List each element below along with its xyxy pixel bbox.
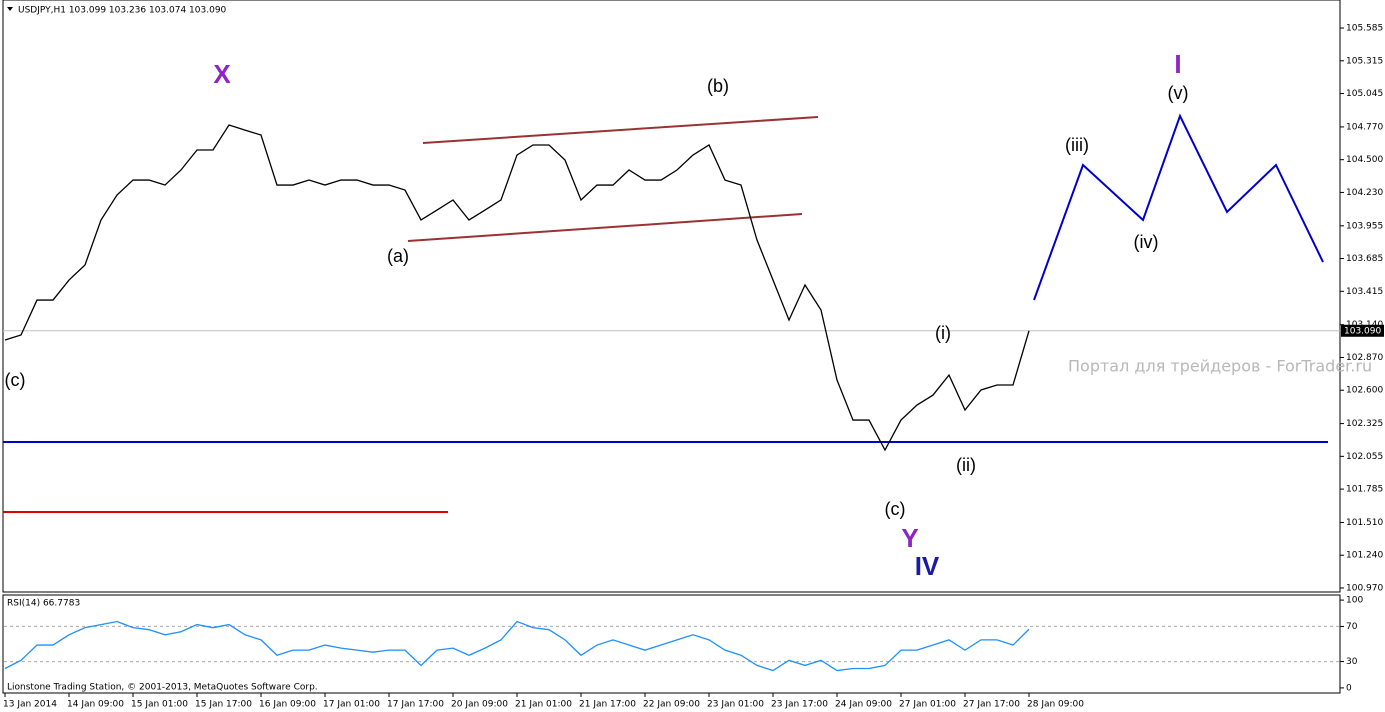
rsi-title: RSI(14) 66.7783 [7, 599, 80, 609]
current-price-label: 103.090 [1344, 326, 1381, 336]
x-tick-label: 23 Jan 17:00 [771, 700, 828, 710]
x-tick-label: 27 Jan 01:00 [899, 700, 956, 710]
wave-label: IV [915, 551, 940, 581]
wave-label: (i) [935, 323, 951, 343]
y-tick-label: 101.785 [1346, 485, 1383, 495]
wave-label: (iii) [1065, 135, 1089, 155]
y-tick-label: 102.055 [1346, 452, 1383, 462]
x-tick-label: 15 Jan 01:00 [131, 700, 188, 710]
y-tick-label: 102.870 [1346, 353, 1383, 363]
y-tick-label: 30 [1346, 657, 1358, 667]
channel-lower [407, 213, 803, 242]
rsi-panel [2, 594, 1341, 694]
price-panel [2, 0, 1341, 593]
y-tick-label: 103.955 [1346, 221, 1383, 231]
wave-label: (b) [707, 76, 729, 96]
y-tick-label: 70 [1346, 622, 1358, 632]
y-tick-label: 103.415 [1346, 287, 1383, 297]
chart-title: USDJPY,H1 103.099 103.236 103.074 103.09… [18, 6, 227, 16]
y-tick-label: 101.240 [1346, 551, 1383, 561]
wave-label: (c) [5, 370, 26, 390]
y-tick-label: 104.770 [1346, 122, 1383, 132]
y-tick-label: 103.685 [1346, 254, 1383, 264]
wave-label: (a) [387, 246, 409, 266]
x-tick-label: 27 Jan 17:00 [963, 700, 1020, 710]
price-line [4, 124, 1030, 452]
x-tick-label: 28 Jan 09:00 [1027, 700, 1084, 710]
footer: Lionstone Trading Station, © 2001-2013, … [7, 683, 318, 693]
y-tick-label: 102.325 [1346, 419, 1383, 429]
x-tick-label: 17 Jan 17:00 [387, 700, 444, 710]
channel-upper [422, 116, 819, 144]
wave-label: I [1174, 49, 1181, 79]
y-tick-label: 100.970 [1346, 583, 1383, 593]
y-tick-label: 104.230 [1346, 188, 1383, 198]
x-tick-label: 16 Jan 09:00 [259, 700, 316, 710]
y-tick-label: 100 [1346, 596, 1363, 606]
wave-label: X [213, 59, 231, 89]
y-tick-label: 102.600 [1346, 386, 1383, 396]
y-tick-label: 105.315 [1346, 56, 1383, 66]
x-tick-label: 24 Jan 09:00 [835, 700, 892, 710]
y-tick-label: 101.510 [1346, 518, 1383, 528]
x-tick-label: 21 Jan 01:00 [515, 700, 572, 710]
wave-projection [1033, 113, 1324, 301]
menu-arrow [7, 7, 13, 11]
x-tick-label: 13 Jan 2014 [3, 700, 57, 710]
current-price-box [1341, 324, 1384, 337]
y-tick-label: 105.045 [1346, 89, 1383, 99]
y-tick-label: 104.500 [1346, 155, 1383, 165]
wave-label: (c) [885, 499, 906, 519]
x-tick-label: 15 Jan 17:00 [195, 700, 252, 710]
x-tick-label: 22 Jan 09:00 [643, 700, 700, 710]
x-tick-label: 23 Jan 01:00 [707, 700, 764, 710]
wave-label: (iv) [1134, 232, 1159, 252]
watermark: Портал для трейдеров - ForTrader.ru [1068, 357, 1372, 376]
wave-label: Y [901, 523, 918, 553]
x-tick-label: 21 Jan 17:00 [579, 700, 636, 710]
x-tick-label: 14 Jan 09:00 [67, 700, 124, 710]
price-line [4, 620, 1030, 672]
x-tick-label: 17 Jan 01:00 [323, 700, 380, 710]
wave-label: (v) [1168, 83, 1189, 103]
y-tick-label: 105.585 [1346, 24, 1383, 34]
x-tick-label: 20 Jan 09:00 [451, 700, 508, 710]
y-tick-label: 0 [1346, 683, 1352, 693]
wave-label: (ii) [956, 455, 976, 475]
